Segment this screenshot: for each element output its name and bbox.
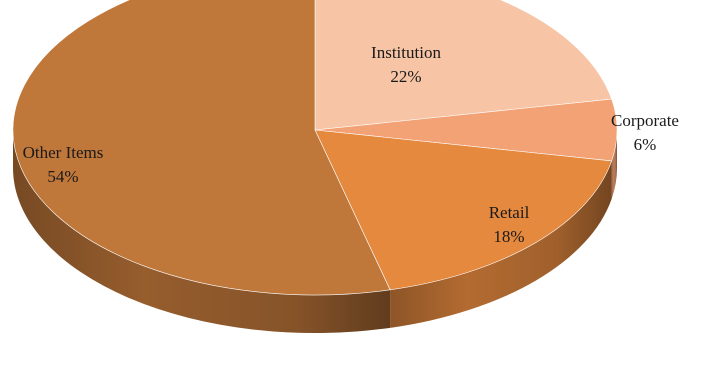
pie-labels: Institution 22% Corporate 6% Retail 18% Other … <box>23 43 679 246</box>
slice-label-institution: Institution <box>371 43 441 62</box>
slice-value-retail: 18% <box>493 227 524 246</box>
pie-slice-retail <box>314 129 613 291</box>
pie-slice-other-items <box>12 0 391 296</box>
pie-top-faces <box>12 0 618 296</box>
slice-label-other-items: Other Items <box>23 143 104 162</box>
pie-side-retail <box>390 160 612 328</box>
slice-value-corporate: 6% <box>634 135 657 154</box>
pie-side-other-items <box>13 130 391 333</box>
pie-slice-institution <box>314 0 613 131</box>
slice-value-other-items: 54% <box>47 167 78 186</box>
slice-value-institution: 22% <box>390 67 421 86</box>
slice-label-retail: Retail <box>489 203 530 222</box>
slice-label-corporate: Corporate <box>611 111 679 130</box>
